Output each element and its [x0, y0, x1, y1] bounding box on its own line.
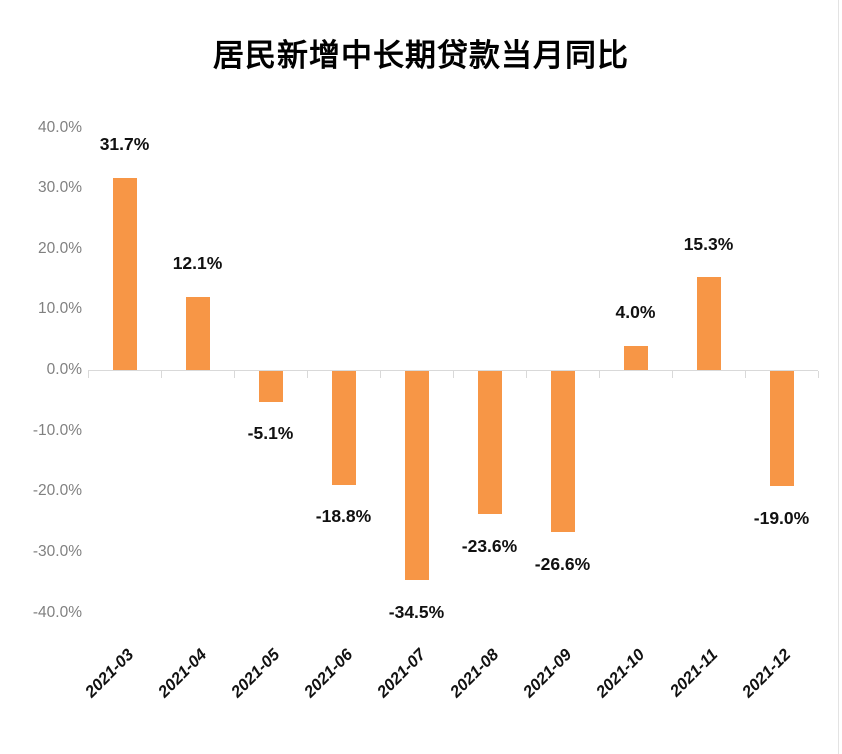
y-axis-tick-label: 30.0% — [38, 179, 82, 197]
bar-value-label: -18.8% — [315, 506, 372, 527]
bar-2021-11 — [696, 277, 721, 370]
y-axis-tick-label: -30.0% — [32, 542, 82, 560]
y-axis-tick-label: 0.0% — [46, 361, 82, 378]
chart-title: 居民新增中长期贷款当月同比 — [213, 38, 629, 73]
bar-2021-07 — [404, 371, 429, 581]
x-axis-tick — [88, 371, 89, 378]
y-axis-tick-label: -20.0% — [32, 482, 82, 500]
bar-2021-04 — [185, 296, 210, 370]
bar-2021-05 — [258, 371, 283, 402]
bar-value-label: -23.6% — [461, 535, 518, 556]
bar-2021-12 — [769, 371, 794, 487]
y-axis-tick-label: -10.0% — [32, 421, 82, 439]
y-axis-tick-label: 40.0% — [38, 118, 82, 136]
bar-value-label: -19.0% — [753, 507, 810, 528]
x-axis-tick — [307, 371, 308, 378]
bar-2021-08 — [477, 371, 502, 515]
image-right-border — [838, 0, 839, 754]
bar-value-label: -26.6% — [534, 553, 591, 574]
x-axis-tick — [526, 371, 527, 378]
bar-2021-06 — [331, 371, 356, 485]
x-axis-tick — [453, 371, 454, 378]
x-axis-line — [88, 370, 818, 371]
bar-value-label: 15.3% — [683, 233, 734, 254]
x-axis-tick — [672, 371, 673, 378]
bar-2021-03 — [112, 177, 137, 370]
y-axis-tick-label: 10.0% — [38, 300, 82, 318]
bar-2021-09 — [550, 371, 575, 533]
bar-value-label: 12.1% — [172, 253, 223, 274]
y-axis-tick-label: -40.0% — [32, 603, 82, 621]
bar-value-label: 31.7% — [99, 134, 150, 155]
x-axis-tick — [818, 371, 819, 378]
y-axis-tick-label: 20.0% — [38, 239, 82, 257]
bar-value-label: 4.0% — [615, 302, 656, 323]
x-axis-tick — [234, 371, 235, 378]
bar-2021-10 — [623, 345, 648, 370]
bar-value-label: -34.5% — [388, 601, 445, 622]
x-axis-tick — [380, 371, 381, 378]
x-axis-tick — [161, 371, 162, 378]
x-axis-tick — [745, 371, 746, 378]
bar-value-label: -5.1% — [247, 423, 294, 444]
x-axis-tick — [599, 371, 600, 378]
